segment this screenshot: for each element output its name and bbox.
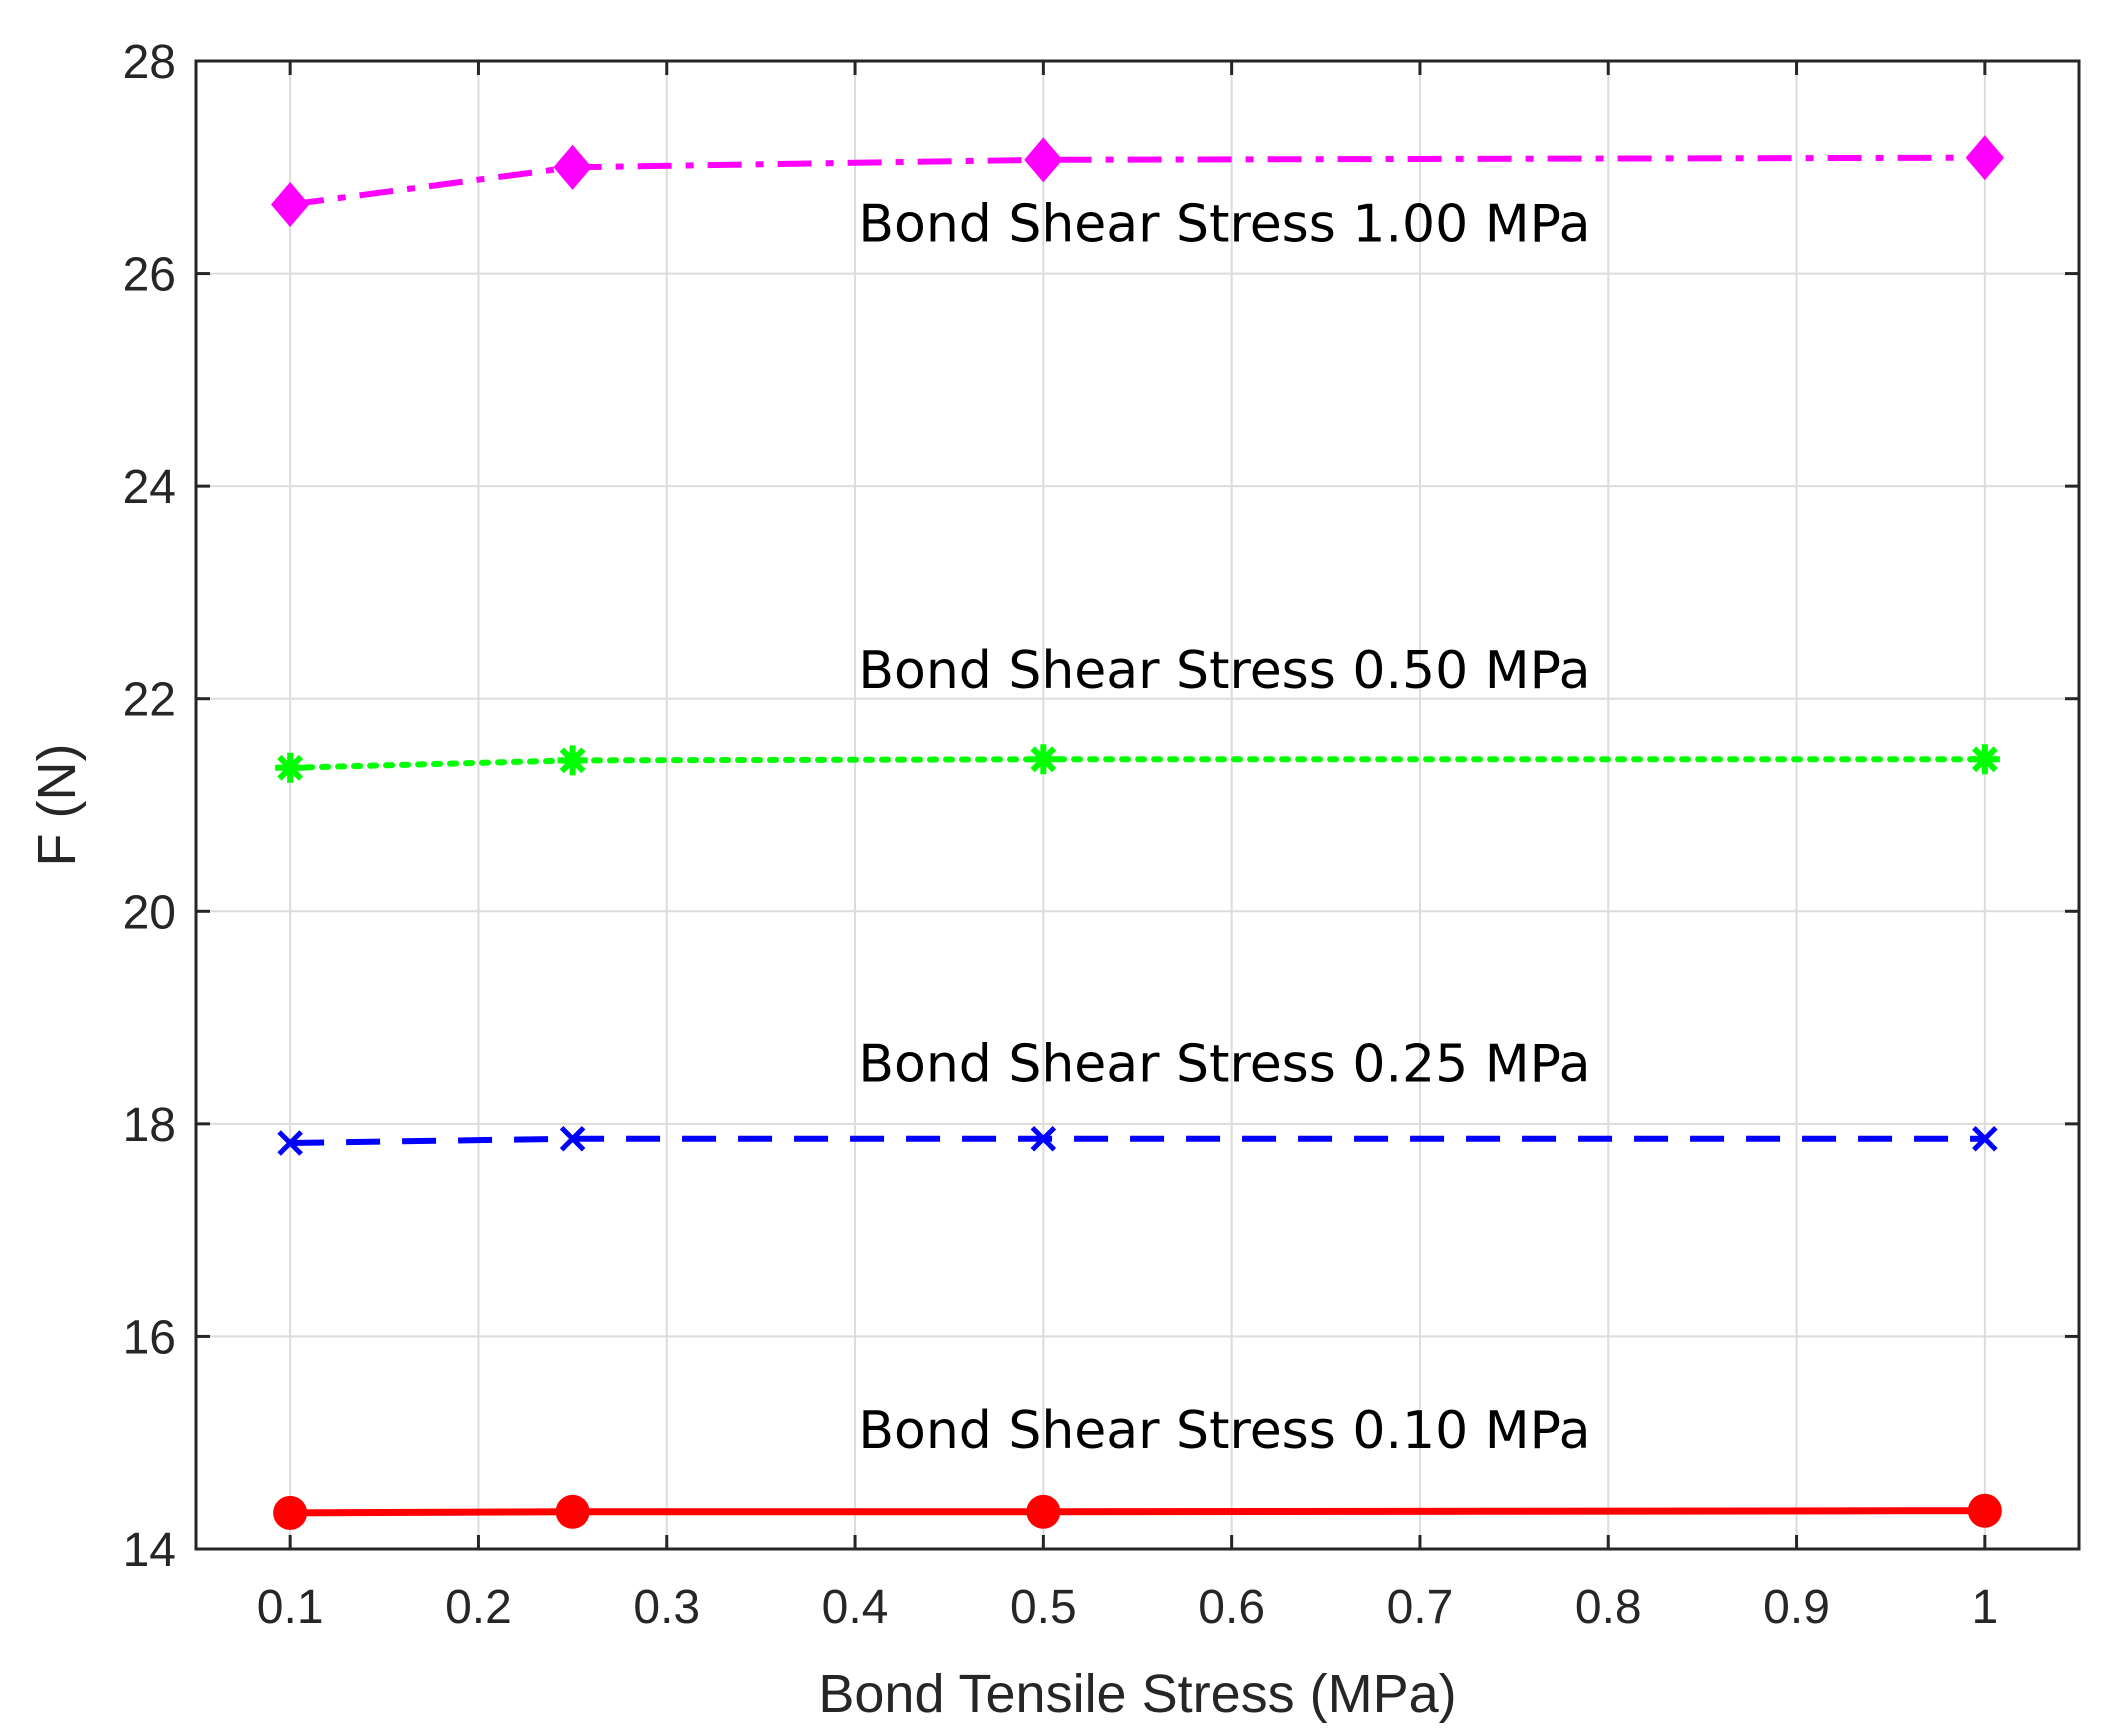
series-annotation: Bond Shear Stress 0.25 MPa (858, 1034, 1590, 1094)
data-point (277, 1130, 303, 1156)
series-line (287, 756, 1988, 771)
data-point (1965, 135, 2005, 181)
series-circle (273, 1493, 2002, 1530)
data-point (1972, 1125, 1998, 1152)
annotations: Bond Shear Stress 1.00 MPa Bond Shear Str… (858, 195, 1590, 1461)
data-point (555, 1494, 590, 1529)
y-tick-label: 22 (123, 674, 176, 727)
data-point (1967, 1493, 2002, 1528)
series-group (270, 135, 2005, 1530)
data-point (557, 745, 588, 776)
series-annotation: Bond Shear Stress 0.50 MPa (858, 641, 1590, 701)
x-tick-label: 0.2 (445, 1581, 512, 1634)
series-line (289, 154, 1985, 208)
x-tick-label: 0.5 (1010, 1581, 1077, 1634)
grid (196, 60, 2079, 1550)
y-tick-label: 26 (123, 249, 176, 302)
axes (194, 59, 2081, 1551)
x-tick-label: 0.6 (1198, 1581, 1265, 1634)
data-point (559, 1125, 586, 1152)
plot-frame (194, 59, 2081, 1551)
x-tick-label: 0.9 (1763, 1581, 1830, 1634)
data-point (270, 181, 310, 228)
y-tick-label: 28 (123, 36, 176, 89)
series-annotation: Bond Shear Stress 1.00 MPa (858, 195, 1590, 255)
x-tick-label: 0.8 (1575, 1581, 1642, 1634)
tick-labels: 0.1 0.2 0.3 0.4 0.5 0.6 0.7 0.8 0.9 1 14 16 18 20 22 24… (123, 36, 1999, 1634)
data-point (1026, 1494, 1061, 1529)
x-tick-label: 0.3 (633, 1581, 700, 1634)
x-axis-label: Bond Tensile Stress (MPa) (818, 1664, 1456, 1724)
data-point (1030, 1125, 1057, 1152)
series-diamond (270, 135, 2005, 228)
x-tick-label: 1 (1971, 1581, 1998, 1634)
y-axis-label: F (N) (27, 744, 87, 867)
data-point (275, 752, 306, 783)
data-point (1028, 744, 1059, 775)
x-tick-label: 0.4 (822, 1581, 889, 1634)
y-tick-label: 18 (123, 1099, 176, 1152)
x-tick-label: 0.7 (1387, 1581, 1454, 1634)
series-annotation: Bond Shear Stress 0.10 MPa (858, 1401, 1590, 1461)
series-asterisk (275, 744, 2000, 783)
data-point (1024, 137, 1063, 183)
y-tick-label: 24 (123, 461, 176, 514)
x-tick-label: 0.1 (257, 1581, 324, 1634)
series-line (290, 1135, 1985, 1146)
data-point (553, 144, 592, 190)
data-point (1969, 744, 2000, 775)
y-tick-label: 20 (123, 886, 176, 939)
y-tick-label: 16 (123, 1311, 176, 1364)
series-line (290, 1507, 1985, 1517)
data-point (273, 1495, 308, 1530)
y-tick-label: 14 (123, 1524, 176, 1577)
series-cross (277, 1125, 1998, 1156)
